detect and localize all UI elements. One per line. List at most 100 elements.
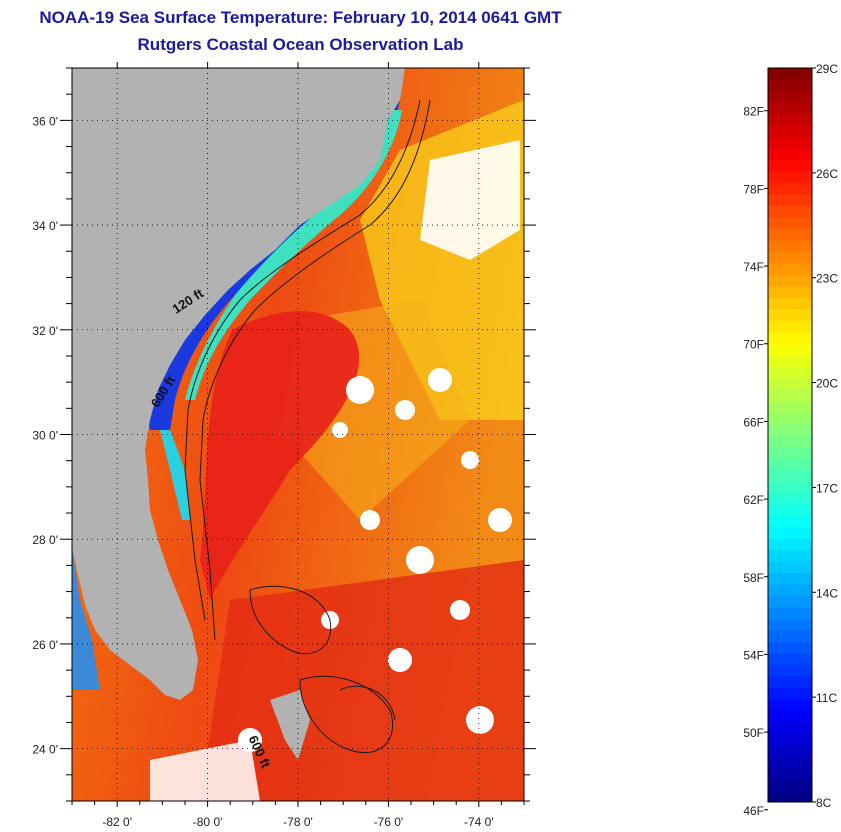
colorbar-band	[768, 790, 812, 803]
colorbar-band	[768, 779, 812, 792]
longitude-tick-label: -82 0'	[102, 815, 132, 829]
colorbar-band	[768, 607, 812, 619]
colorbar-band	[768, 687, 812, 700]
colorbar-band	[768, 721, 812, 734]
bathymetry-contours	[184, 99, 431, 754]
colorbar-band	[768, 228, 812, 241]
latitude-tick-label: 26 0'	[32, 638, 58, 652]
colorbar-band	[768, 217, 812, 230]
gulf-coastal-water	[72, 548, 100, 690]
colorbar-band	[768, 652, 812, 665]
latitude-tick-label: 34 0'	[32, 219, 58, 233]
colorbar-band	[768, 469, 812, 482]
colorbar-band	[768, 366, 812, 379]
colorbar-band	[768, 297, 812, 310]
colorbar-band	[768, 377, 812, 390]
colorbar-band	[768, 274, 812, 287]
fahrenheit-label: 78F	[743, 182, 764, 196]
temperature-colorbar: 29C 26C 23C 20C 17C 14C 11C 8C 82F 78F 74F 70F 66F 62…	[743, 62, 838, 818]
southern-warm-region	[200, 560, 524, 801]
celsius-label: 23C	[816, 272, 838, 286]
colorbar-band	[768, 182, 812, 195]
fahrenheit-label: 70F	[743, 338, 764, 352]
colorbar-band	[768, 90, 812, 103]
graticule	[72, 68, 524, 801]
map-axis-ticks: -82 0' -80 0' -78 0' -76 0' -74 0' 24 0' 26 0'…	[32, 62, 536, 829]
colorbar-band	[768, 194, 812, 207]
colorbar-band	[768, 68, 812, 80]
celsius-label: 29C	[816, 62, 838, 76]
colorbar-band	[768, 561, 812, 574]
colorbar-band	[768, 756, 812, 769]
longitude-tick-label: -78 0'	[283, 815, 313, 829]
celsius-label: 20C	[816, 377, 838, 391]
colorbar-band	[768, 595, 812, 608]
colorbar-band	[768, 767, 812, 780]
colorbar-band	[768, 435, 812, 447]
colorbar-band	[768, 113, 812, 126]
colorbar-frame	[767, 67, 813, 803]
colorbar-band	[768, 515, 812, 528]
colorbar-band	[768, 285, 812, 298]
colorbar-band	[768, 205, 812, 218]
colorbar-band	[768, 710, 812, 723]
colorbar-band	[768, 171, 812, 184]
colorbar-band	[768, 457, 812, 470]
colorbar-band	[768, 354, 812, 367]
colorbar-gradient	[768, 68, 812, 803]
andros-island	[270, 690, 310, 760]
colorbar-band	[768, 549, 812, 562]
colorbar-band	[768, 698, 812, 711]
colorbar-band	[768, 412, 812, 425]
colorbar-band	[768, 400, 812, 413]
shelf-water-transition	[185, 110, 402, 400]
colorbar-band	[768, 480, 812, 493]
colorbar-band	[768, 331, 812, 344]
celsius-label: 8C	[816, 796, 832, 810]
colorbar-band	[768, 526, 812, 539]
colorbar-band	[768, 136, 812, 149]
colorbar-band	[768, 664, 812, 677]
colorbar-band	[768, 343, 812, 356]
latitude-tick-label: 36 0'	[32, 114, 58, 128]
celsius-label: 11C	[816, 691, 837, 705]
colorbar-band	[768, 389, 812, 402]
latitude-tick-label: 24 0'	[32, 743, 58, 757]
map-subtitle: Rutgers Coastal Ocean Observation Lab	[137, 35, 464, 54]
colorbar-band	[768, 308, 812, 321]
colorbar-band	[768, 320, 812, 333]
map-title: NOAA-19 Sea Surface Temperature: Februar…	[39, 8, 562, 27]
fahrenheit-label: 46F	[743, 804, 764, 818]
colorbar-band	[768, 618, 812, 631]
colorbar-labels: 29C 26C 23C 20C 17C 14C 11C 8C 82F 78F 74F 70F 66F 62…	[743, 62, 838, 818]
latitude-tick-label: 32 0'	[32, 324, 58, 338]
colorbar-band	[768, 159, 812, 172]
colorbar-band	[768, 629, 812, 642]
colorbar-band	[768, 572, 812, 585]
colorbar-band	[768, 492, 812, 505]
colorbar-band	[768, 733, 812, 746]
fahrenheit-label: 82F	[743, 105, 764, 119]
cloud-mask	[150, 140, 520, 801]
fahrenheit-label: 62F	[743, 493, 764, 507]
fahrenheit-label: 58F	[743, 571, 764, 585]
colorbar-band	[768, 675, 812, 688]
fahrenheit-label: 74F	[743, 260, 764, 274]
celsius-label: 26C	[816, 167, 838, 181]
gulf-stream-core	[200, 311, 360, 600]
longitude-tick-label: -80 0'	[193, 815, 223, 829]
latitude-tick-label: 30 0'	[32, 429, 58, 443]
colorbar-band	[768, 446, 812, 459]
colorbar-band	[768, 148, 812, 161]
colorbar-band	[768, 125, 812, 138]
colorbar-band	[768, 102, 812, 115]
celsius-label: 14C	[816, 586, 838, 600]
fahrenheit-label: 66F	[743, 415, 764, 429]
colorbar-band	[768, 641, 812, 654]
colorbar-band	[768, 262, 812, 275]
fahrenheit-label: 50F	[743, 726, 764, 740]
colorbar-band	[768, 503, 812, 516]
land-mass-florida-carolinas	[72, 68, 405, 700]
latitude-tick-label: 28 0'	[32, 533, 58, 547]
